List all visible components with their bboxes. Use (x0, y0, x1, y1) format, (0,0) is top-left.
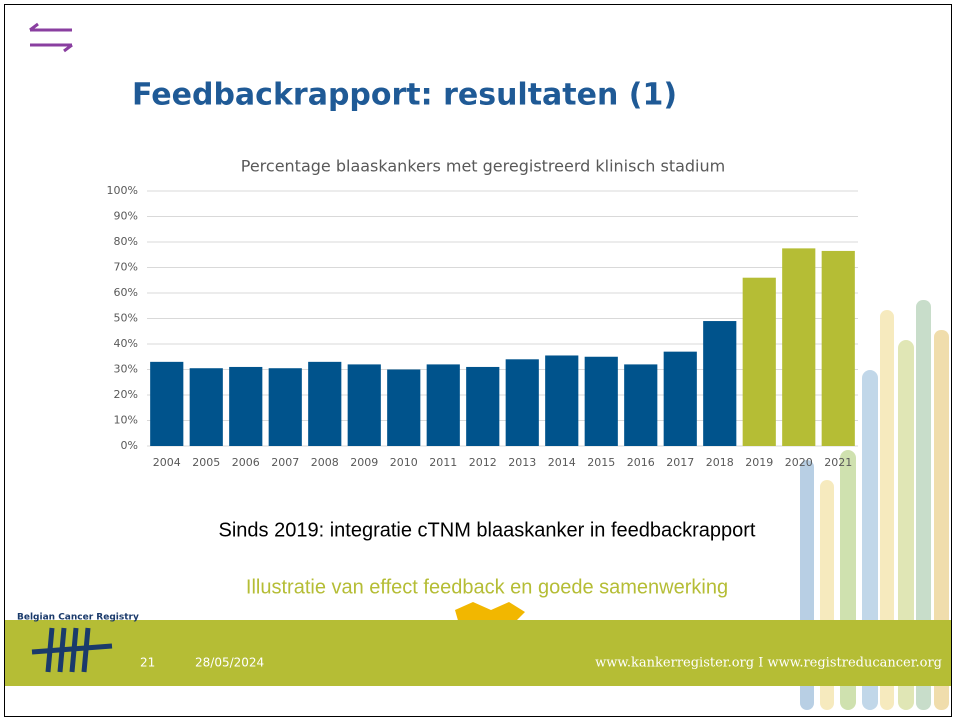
x-tick-label: 2008 (311, 456, 339, 469)
bar (624, 364, 658, 446)
bar (505, 359, 539, 446)
x-tick-label: 2017 (666, 456, 694, 469)
x-tick-label: 2019 (745, 456, 773, 469)
x-tick-label: 2012 (469, 456, 497, 469)
x-tick-label: 2006 (232, 456, 260, 469)
x-tick-label: 2009 (350, 456, 378, 469)
x-tick-label: 2004 (153, 456, 181, 469)
bar (782, 248, 816, 446)
bar (229, 366, 263, 446)
y-tick-label: 0% (121, 439, 138, 452)
bar (742, 277, 776, 446)
footer-band (5, 620, 951, 686)
bar (545, 355, 579, 446)
x-tick-label: 2020 (785, 456, 813, 469)
x-tick-label: 2018 (706, 456, 734, 469)
y-tick-label: 20% (114, 388, 138, 401)
bar (387, 369, 421, 446)
chart-title: Percentage blaaskankers met geregistreer… (241, 157, 725, 176)
x-tick-label: 2021 (824, 456, 852, 469)
y-tick-label: 30% (114, 363, 138, 376)
bar (466, 366, 500, 446)
y-tick-label: 50% (114, 312, 138, 325)
page-number: 21 (140, 656, 155, 670)
x-tick-label: 2011 (429, 456, 457, 469)
bar (703, 321, 737, 446)
x-tick-label: 2005 (192, 456, 220, 469)
plot: 0% 10% 20% 30% 40% 50% 60% 70% 80% 90% 100% 2004 200… (107, 184, 858, 469)
bar (347, 364, 381, 446)
bar (308, 361, 342, 446)
date: 28/05/2024 (195, 656, 264, 670)
slide-title: Feedbackrapport: resultaten (1) (132, 78, 677, 113)
x-tick-label: 2016 (627, 456, 655, 469)
website: www.kankerregister.org I www.registreduc… (595, 656, 942, 671)
x-tick-label: 2010 (390, 456, 418, 469)
y-tick-label: 100% (107, 184, 138, 197)
bar (821, 250, 855, 446)
conclusion: Illustratie van effect feedback en goede… (246, 576, 728, 598)
bar (268, 368, 302, 446)
x-tick-label: 2014 (548, 456, 576, 469)
logo (31, 627, 113, 673)
bar (150, 361, 184, 446)
x-tick-label: 2015 (587, 456, 615, 469)
y-tick-label: 70% (114, 261, 138, 274)
y-tick-label: 40% (114, 337, 138, 350)
note: Sinds 2019: integratie cTNM blaaskanker … (219, 519, 756, 541)
y-tick-label: 10% (114, 414, 138, 427)
y-tick-label: 90% (114, 210, 138, 223)
y-tick-label: 60% (114, 286, 138, 299)
bar (426, 364, 460, 446)
bar (663, 351, 697, 446)
bar (584, 356, 618, 446)
nav-arrows (29, 22, 73, 53)
x-tick-label: 2007 (271, 456, 299, 469)
logo-text: Belgian Cancer Registry (17, 613, 139, 623)
x-tick-label: 2013 (508, 456, 536, 469)
bar (189, 368, 223, 446)
y-tick-label: 80% (114, 235, 138, 248)
